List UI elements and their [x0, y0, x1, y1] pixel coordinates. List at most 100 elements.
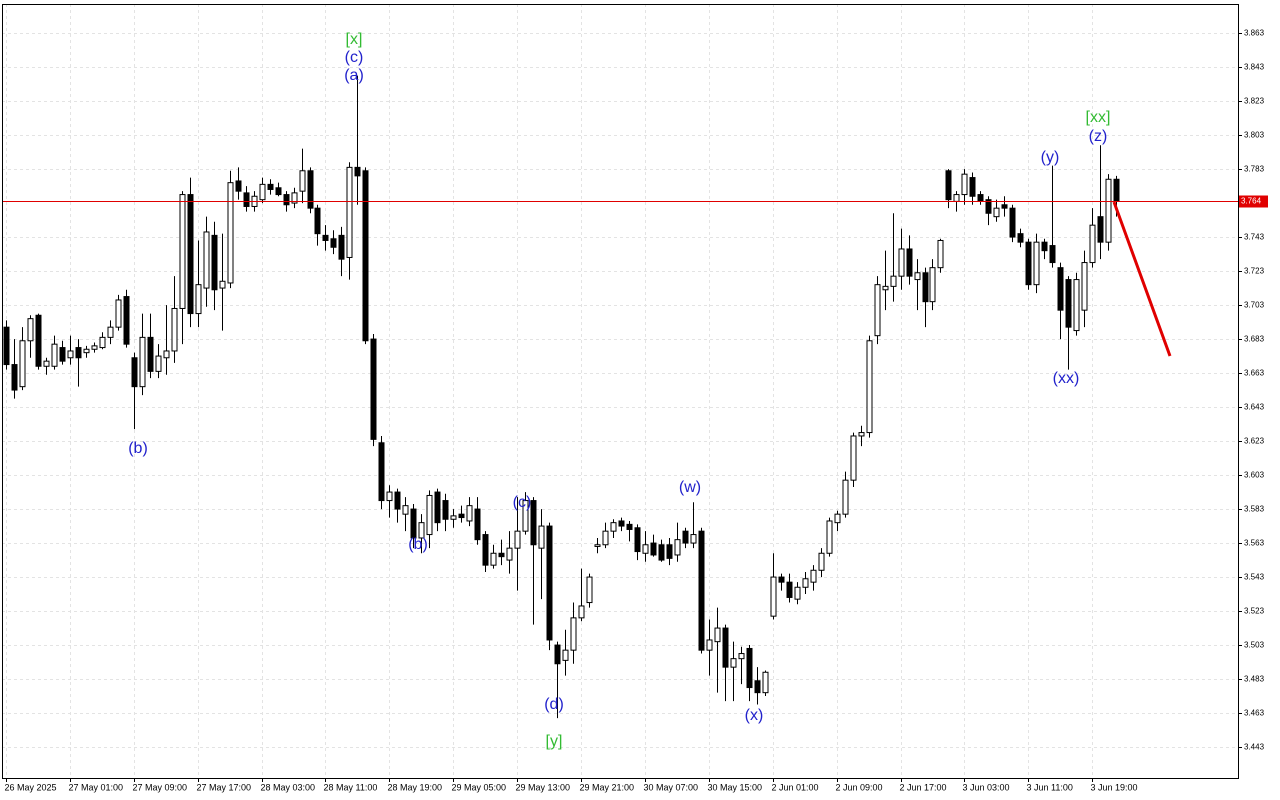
candle-body — [91, 345, 98, 350]
candle-body — [626, 523, 633, 530]
candle-body — [578, 605, 585, 619]
candle-body — [618, 520, 625, 527]
candle-body — [107, 326, 114, 338]
candle-body — [490, 552, 497, 566]
candle-body — [914, 272, 921, 281]
x-tick-label: 26 May 2025 — [5, 782, 57, 792]
candle-body — [322, 234, 329, 241]
x-tick-label: 28 May 11:00 — [324, 782, 378, 792]
wave-labels: [x](c)(a)(b)(b)(c)(d)[y](w)(x)(y)(xx)(z)… — [128, 31, 1110, 750]
y-tick-label: 3.843 — [1244, 63, 1265, 72]
x-tick-label: 28 May 03:00 — [261, 782, 316, 792]
candle-body — [1105, 178, 1112, 243]
candle-body — [227, 182, 234, 284]
candle-body — [378, 442, 385, 502]
candle-body — [1017, 233, 1024, 243]
axes: 3.863 3.843 3.823 3.803 3.783 3.743 3.723 3.703… — [5, 29, 1268, 792]
candle-body — [171, 307, 178, 352]
candle-body — [898, 248, 905, 277]
candle-body — [434, 491, 441, 524]
candle-body — [642, 544, 649, 554]
candle-body — [123, 296, 130, 345]
wave-label: [x] — [346, 31, 363, 48]
candle-body — [882, 285, 889, 291]
candle-body — [219, 280, 226, 289]
wave-label: (c) — [513, 494, 532, 511]
candle-body — [147, 336, 154, 372]
wave-label: (c) — [345, 49, 364, 66]
candle-body — [961, 173, 968, 196]
y-tick-label: 3.483 — [1244, 675, 1265, 684]
candle-body — [969, 177, 976, 197]
x-tick-label: 27 May 17:00 — [197, 782, 252, 792]
y-tick-label: 3.563 — [1244, 539, 1265, 548]
candle-body — [203, 231, 210, 289]
y-tick-label: 3.583 — [1244, 505, 1265, 514]
y-tick-label: 3.643 — [1244, 403, 1265, 412]
y-tick-label: 3.463 — [1244, 709, 1265, 718]
candle-body — [610, 522, 617, 532]
candle-body — [706, 639, 713, 651]
candle-body — [35, 314, 42, 367]
candle-body — [1033, 241, 1040, 286]
y-tick-label: 3.603 — [1244, 471, 1265, 480]
candle-body — [75, 347, 82, 359]
candle-body — [714, 627, 721, 643]
candle-body — [426, 494, 433, 536]
candle-body — [187, 194, 194, 315]
candle-body — [59, 347, 66, 362]
grid — [2, 4, 1238, 778]
x-tick-label: 3 Jun 19:00 — [1091, 782, 1138, 792]
wave-label: [xx] — [1086, 109, 1111, 126]
candle-body — [474, 508, 481, 541]
candle-body — [985, 199, 992, 214]
candle-body — [746, 647, 753, 689]
candle-body — [866, 340, 873, 434]
wave-label: (xx) — [1053, 370, 1080, 387]
candle-body — [259, 183, 266, 201]
x-tick-label: 29 May 13:00 — [516, 782, 571, 792]
candle-body — [1097, 216, 1104, 243]
candle-body — [1081, 262, 1088, 311]
candle-body — [115, 299, 122, 328]
candle-body — [275, 187, 282, 196]
x-tick-label: 29 May 05:00 — [452, 782, 507, 792]
candle-body — [19, 340, 26, 388]
candle-body — [466, 505, 473, 522]
candle-body — [945, 170, 952, 201]
candle-body — [1025, 241, 1032, 286]
candle-body — [314, 207, 321, 235]
candle-body — [139, 336, 146, 388]
candle-body — [538, 525, 545, 549]
wave-label: (b) — [128, 440, 148, 457]
wave-label: (y) — [1041, 149, 1060, 166]
wave-label: (w) — [679, 479, 701, 496]
candle-body — [562, 649, 569, 661]
candle-body — [738, 653, 745, 660]
candle-body — [858, 432, 865, 437]
candle-body — [27, 318, 34, 342]
candle-body — [338, 234, 345, 260]
x-tick-label: 2 Jun 09:00 — [836, 782, 883, 792]
candle-body — [163, 350, 170, 359]
candle-body — [570, 617, 577, 651]
candle-body — [1041, 241, 1048, 252]
y-tick-label: 3.863 — [1244, 29, 1265, 38]
candle-body — [402, 505, 409, 515]
candle-body — [410, 508, 417, 539]
candle-body — [3, 326, 10, 366]
y-tick-label: 3.503 — [1244, 641, 1265, 650]
x-tick-label: 29 May 21:00 — [580, 782, 635, 792]
candle-body — [586, 576, 593, 604]
y-tick-label: 3.623 — [1244, 437, 1265, 446]
candle-body — [977, 194, 984, 202]
candle-body — [850, 435, 857, 481]
candle-body — [67, 350, 74, 359]
candle-body — [1073, 279, 1080, 332]
plot-frame — [2, 4, 1239, 779]
candle-body — [1089, 224, 1096, 264]
candle-body — [906, 248, 913, 277]
candle-body — [330, 238, 337, 248]
candle-body — [283, 194, 290, 206]
